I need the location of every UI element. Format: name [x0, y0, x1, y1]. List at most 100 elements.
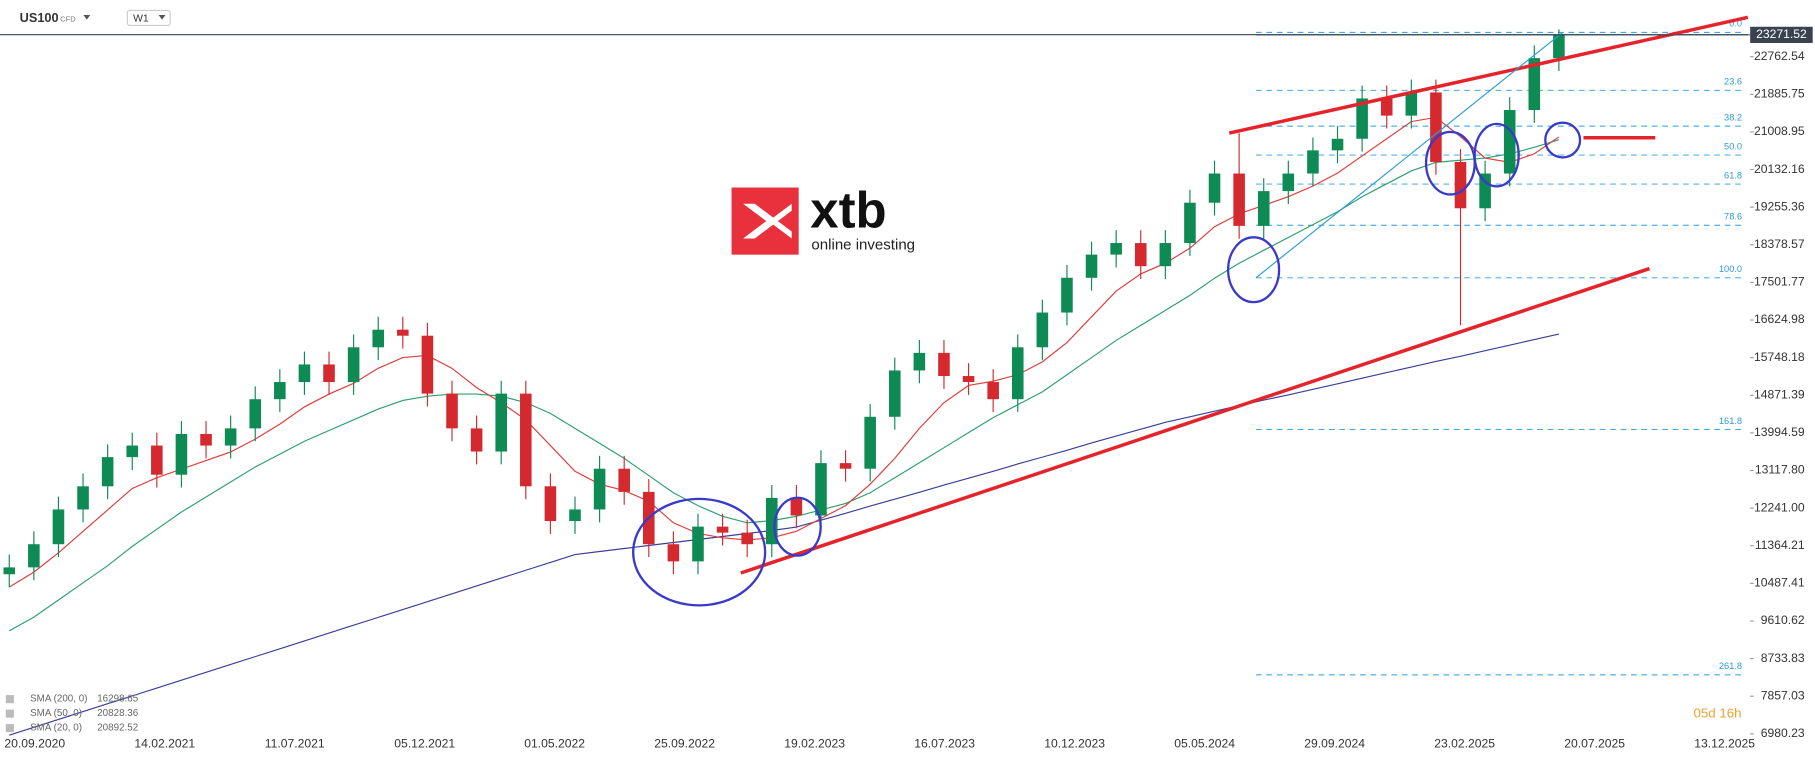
candle-body — [298, 364, 311, 383]
candle-body — [790, 497, 803, 516]
candle-body — [593, 468, 606, 510]
bar-countdown: 05d 16h — [1693, 706, 1741, 721]
y-tick-label: 14871.39 — [1754, 387, 1805, 401]
candle-body — [1282, 173, 1295, 192]
candle-body — [1356, 98, 1368, 139]
highlight-circle — [632, 497, 767, 607]
candle-body — [421, 335, 434, 394]
candle-body — [692, 526, 704, 562]
x-tick-label: 25.09.2022 — [654, 737, 715, 751]
highlight-circle — [1544, 121, 1582, 159]
candle-body — [470, 428, 483, 452]
candle-body — [1061, 277, 1073, 313]
y-tick-label: 7857.03 — [1761, 688, 1805, 702]
candle-body — [741, 532, 753, 545]
dropdown-arrow[interactable] — [158, 15, 166, 20]
highlight-circle — [1226, 236, 1281, 304]
candle-body — [864, 416, 876, 469]
candle-body — [446, 393, 458, 429]
x-tick-label: 14.02.2021 — [134, 737, 195, 751]
legend-icon — [5, 724, 14, 733]
dropdown-arrow[interactable] — [83, 15, 91, 20]
candle-body — [667, 544, 680, 562]
highlight-circle — [1473, 122, 1520, 188]
candle-body — [101, 457, 114, 487]
candle-body — [1011, 347, 1024, 400]
legend-name: SMA (50, 0) — [30, 708, 82, 719]
sma-line — [8, 116, 1560, 588]
candle-body — [569, 509, 581, 522]
fib-label: 50.0 — [1724, 141, 1742, 151]
y-tick-label: 13994.59 — [1754, 425, 1805, 439]
y-tick-label: 10487.41 — [1754, 576, 1805, 590]
candle-body — [618, 468, 630, 492]
candle-body — [913, 352, 926, 371]
candle-body — [888, 370, 901, 417]
candle-body — [323, 364, 335, 383]
x-tick-label: 20.09.2020 — [4, 737, 65, 751]
overlay: 22762.54 21885.75 21008.95 20132.16 19255.36… — [4, 26, 1813, 751]
y-tick-label: 20132.16 — [1754, 162, 1805, 176]
plot-area: 0.0 23.6 38.2 50.0 61.8 78.6 100.0 161.8 261.8 — [3, 19, 1746, 736]
x-tick-label: 05.12.2021 — [394, 737, 455, 751]
candle-body — [1503, 110, 1516, 174]
candle-body — [372, 329, 385, 348]
candle-body — [1085, 254, 1098, 278]
candle-body — [1110, 243, 1122, 255]
y-tick-label: 13117.80 — [1755, 463, 1805, 477]
interval[interactable]: W1 — [133, 13, 149, 24]
annotations — [632, 15, 1749, 607]
candle-body — [938, 352, 950, 377]
highlight-circle — [773, 496, 822, 557]
y-tick-label: 8733.83 — [1761, 651, 1805, 665]
candle-body — [1208, 173, 1221, 203]
candle-body — [1528, 58, 1541, 111]
fib-label: 261.8 — [1719, 661, 1742, 671]
candle-body — [987, 382, 999, 400]
candle-body — [1159, 243, 1172, 267]
y-tick-label: 6980.23 — [1761, 726, 1805, 740]
x-tick-label: 11.07.2021 — [265, 737, 325, 751]
candle-body — [200, 433, 212, 446]
y-tick-label: 22762.54 — [1754, 49, 1805, 63]
price-tag-label: 23271.52 — [1756, 27, 1807, 41]
logo-mark — [731, 187, 799, 255]
symbol[interactable]: US100 — [20, 10, 59, 25]
candle-body — [126, 445, 139, 458]
candle-body — [151, 445, 163, 475]
candle-body — [1036, 312, 1049, 348]
candle-body — [77, 486, 89, 510]
logo-brand: xtb — [810, 182, 886, 239]
candle-body — [1134, 243, 1147, 267]
candle-body — [765, 497, 778, 545]
fib-label: 161.8 — [1719, 416, 1742, 426]
sma-line — [8, 139, 1560, 632]
candle-body — [815, 463, 827, 516]
legend-icon — [5, 695, 14, 704]
y-tick-label: 21008.95 — [1754, 124, 1805, 138]
legend-name: SMA (200, 0) — [30, 694, 87, 705]
candle-body — [52, 509, 65, 545]
y-tick-label: 16624.98 — [1754, 312, 1805, 326]
lower-trendline — [740, 266, 1651, 575]
fib-label: 61.8 — [1724, 170, 1742, 180]
fib-label: 38.2 — [1724, 112, 1742, 122]
candle-body — [716, 526, 729, 533]
interval-select[interactable] — [126, 9, 171, 27]
sma-line — [9, 333, 1560, 736]
fib-label: 23.6 — [1724, 77, 1742, 87]
legend-icon — [5, 709, 14, 718]
x-tick-label: 01.05.2022 — [524, 737, 585, 751]
legend-name: SMA (20, 0) — [30, 723, 82, 734]
candle-body — [3, 567, 16, 575]
candle-body — [249, 399, 262, 429]
y-tick-label: 18378.57 — [1754, 237, 1805, 251]
y-tick-label: 15748.18 — [1754, 350, 1805, 364]
y-tick-label: 9610.62 — [1761, 613, 1805, 627]
candle-body — [274, 382, 286, 400]
candle-body — [347, 347, 360, 383]
fib-label: 78.6 — [1724, 212, 1742, 222]
legend-value: 20892.52 — [97, 723, 138, 734]
fib-base-line — [1255, 31, 1564, 279]
